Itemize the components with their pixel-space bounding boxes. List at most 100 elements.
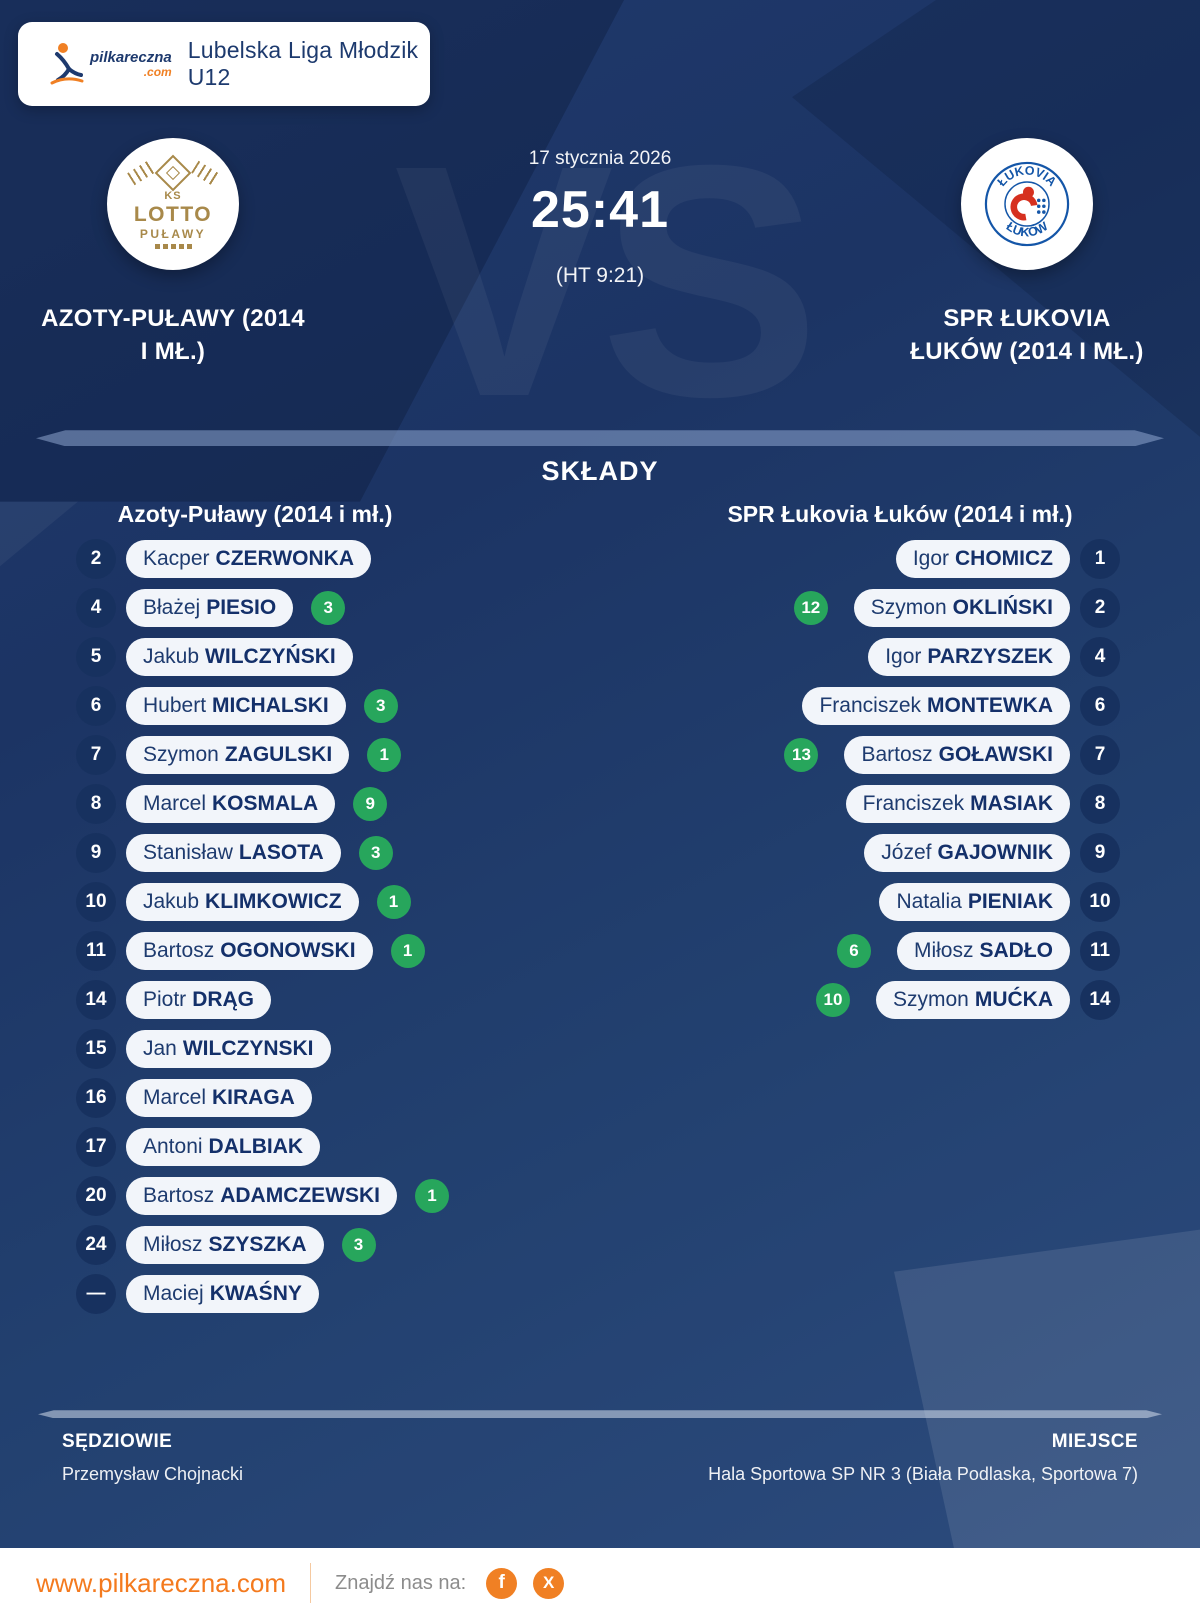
player-pill: Józef GAJOWNIK	[864, 834, 1070, 873]
goals-badge: 3	[341, 1228, 376, 1263]
player-last-name: OGONOWSKI	[220, 939, 356, 963]
player-first-name: Hubert	[143, 694, 207, 718]
player-pill: Hubert MICHALSKI	[126, 687, 346, 726]
player-first-name: Bartosz	[143, 1184, 215, 1208]
player-row: 11 Bartosz OGONOWSKI 1	[76, 931, 600, 972]
player-pill: Jan WILCZYNSKI	[126, 1030, 331, 1069]
emblem-fan-left	[127, 160, 155, 185]
league-title: Lubelska Liga Młodzik U12	[187, 37, 419, 90]
lukovia-lukow-emblem-icon: ŁUKOVIA ŁUKÓW	[984, 161, 1070, 247]
player-number: 8	[1080, 784, 1120, 825]
player-first-name: Franciszek	[819, 694, 922, 718]
player-row: Igor CHOMICZ 1	[600, 539, 1120, 580]
player-pill: Szymon OKLIŃSKI	[853, 589, 1070, 628]
home-players-list: 2 Kacper CZERWONKA 4 Błażej PIESIO 3 5 Jakub WILC…	[40, 539, 600, 1315]
player-pill: Igor PARZYSZEK	[868, 638, 1070, 677]
player-last-name: CZERWONKA	[215, 547, 354, 571]
website-link[interactable]: www.pilkareczna.com	[36, 1567, 286, 1598]
player-pill: Jakub KLIMKOWICZ	[126, 883, 359, 922]
brand-tld-text: .com	[143, 65, 172, 79]
venue-value: Hala Sportowa SP NR 3 (Biała Podlaska, S…	[708, 1464, 1138, 1485]
player-row: 8 Marcel KOSMALA 9	[76, 784, 600, 825]
match-details: SĘDZIOWIE Przemysław Chojnacki MIEJSCE H…	[0, 1430, 1200, 1486]
player-number: 4	[1080, 637, 1120, 678]
player-first-name: Jakub	[143, 645, 200, 669]
player-row: 4 Błażej PIESIO 3	[76, 588, 600, 629]
emblem-ks-text: KS	[164, 189, 182, 202]
handball-player-icon	[50, 43, 84, 85]
player-pill: Antoni DALBIAK	[126, 1128, 321, 1167]
player-last-name: MASIAK	[970, 792, 1053, 816]
player-number: —	[76, 1274, 116, 1315]
player-number: 24	[76, 1225, 116, 1266]
player-pill: Stanisław LASOTA	[126, 834, 341, 873]
find-us-label: Znajdź nas na:	[334, 1571, 467, 1594]
player-first-name: Stanisław	[143, 841, 233, 865]
player-row: 5 Jakub WILCZYŃSKI	[76, 637, 600, 678]
player-last-name: OKLIŃSKI	[952, 596, 1053, 620]
player-row: 17 Antoni DALBIAK	[76, 1127, 600, 1168]
pilkareczna-wordmark: pilkareczna .com	[90, 50, 172, 78]
player-last-name: KWAŚNY	[209, 1282, 302, 1306]
player-number: 8	[76, 784, 116, 825]
player-last-name: LASOTA	[238, 841, 324, 865]
emblem-fan-right	[191, 160, 219, 185]
player-row: Franciszek MASIAK 8	[600, 784, 1120, 825]
player-row: 20 Bartosz ADAMCZEWSKI 1	[76, 1176, 600, 1217]
facebook-icon[interactable]: f	[486, 1567, 518, 1599]
player-pill: Kacper CZERWONKA	[126, 540, 371, 579]
player-number: 14	[1080, 980, 1120, 1021]
player-last-name: PARZYSZEK	[927, 645, 1053, 669]
player-pill: Piotr DRĄG	[126, 981, 272, 1020]
player-row: 14 Piotr DRĄG	[76, 980, 600, 1021]
player-number: 14	[76, 980, 116, 1021]
goals-badge: 1	[415, 1179, 450, 1214]
lineups-section-title: SKŁADY	[541, 456, 659, 487]
details-divider-band	[38, 1410, 1162, 1419]
player-number: 5	[76, 637, 116, 678]
player-pill: Natalia PIENIAK	[879, 883, 1070, 922]
emblem-squares	[154, 243, 192, 249]
player-pill: Jakub WILCZYŃSKI	[126, 638, 353, 677]
goals-badge: 13	[784, 738, 819, 773]
emblem-lotto-text: LOTTO	[133, 202, 213, 226]
player-row: — Maciej KWAŚNY	[76, 1274, 600, 1315]
player-last-name: ADAMCZEWSKI	[220, 1184, 381, 1208]
player-number: 17	[76, 1127, 116, 1168]
player-number: 4	[76, 588, 116, 629]
player-pill: Marcel KOSMALA	[126, 785, 336, 824]
referees-label: SĘDZIOWIE	[62, 1431, 173, 1453]
emblem-pulawy-text: PUŁAWY	[139, 226, 207, 241]
player-pill: Franciszek MASIAK	[845, 785, 1070, 824]
goals-badge: 3	[358, 836, 393, 871]
player-first-name: Szymon	[143, 743, 219, 767]
goals-badge: 10	[815, 983, 850, 1018]
player-number: 11	[76, 931, 116, 972]
player-first-name: Marcel	[143, 792, 207, 816]
footer-bar: www.pilkareczna.com Znajdź nas na: f X	[0, 1548, 1200, 1618]
goals-badge: 6	[836, 934, 871, 969]
player-pill: Miłosz SZYSZKA	[126, 1226, 324, 1265]
player-number: 1	[1080, 539, 1120, 580]
x-icon[interactable]: X	[533, 1567, 565, 1599]
player-pill: Szymon MUĆKA	[875, 981, 1070, 1020]
player-number: 9	[76, 833, 116, 874]
player-first-name: Bartosz	[861, 743, 933, 767]
player-pill: Błażej PIESIO	[126, 589, 294, 628]
player-row: 6 Hubert MICHALSKI 3	[76, 686, 600, 727]
away-lineup-column: SPR Łukovia Łuków (2014 i mł.) Igor CHOMI…	[600, 500, 1160, 1314]
player-last-name: MUĆKA	[974, 988, 1053, 1012]
score-column: VS 17 stycznia 2026 25:41 (HT 9:21)	[336, 116, 864, 445]
halftime-score: (HT 9:21)	[555, 264, 645, 287]
goals-badge: 1	[376, 885, 411, 920]
player-first-name: Szymon	[870, 596, 947, 620]
home-team-name-line1: AZOTY-PUŁAWY (2014	[41, 305, 305, 332]
lineups-columns: Azoty-Puławy (2014 i mł.) 2 Kacper CZERWON…	[0, 500, 1200, 1315]
player-last-name: DRĄG	[192, 988, 255, 1012]
player-last-name: MONTEWKA	[927, 694, 1053, 718]
player-row: Franciszek MONTEWKA 6	[600, 686, 1120, 727]
player-row: 12 Szymon OKLIŃSKI 2	[600, 588, 1120, 629]
away-team-column: ŁUKOVIA ŁUKÓW	[864, 138, 1190, 368]
player-first-name: Bartosz	[143, 939, 215, 963]
away-lineup-header: SPR Łukovia Łuków (2014 i mł.)	[727, 501, 1073, 528]
